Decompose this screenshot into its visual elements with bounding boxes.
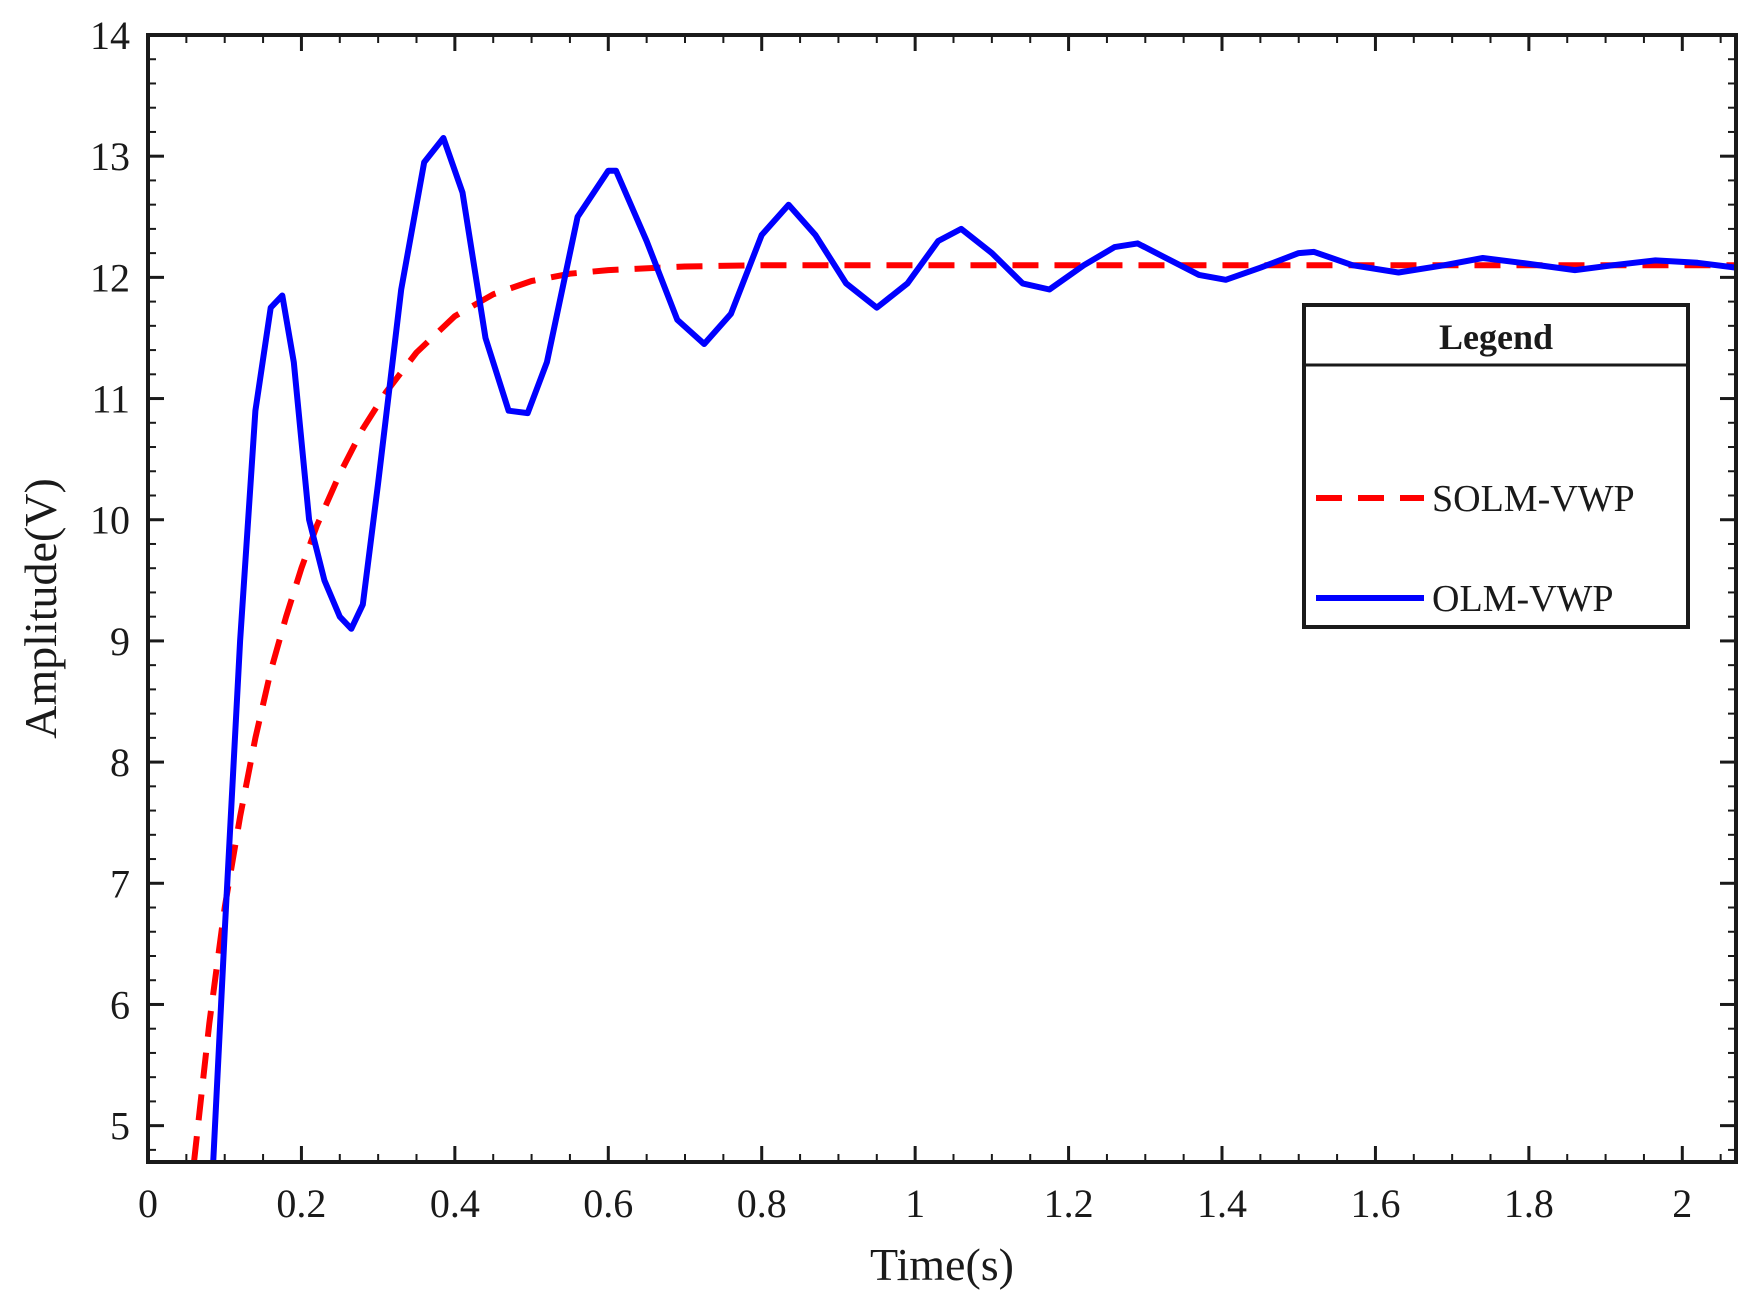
x-tick-label: 1.6: [1350, 1181, 1400, 1226]
series-layer: [191, 135, 1736, 1162]
y-axis-title: Amplitude(V): [15, 478, 66, 739]
ticks-layer: 0 0.2 0.4 0.6 0.8 1 1.2 1.4 1.6 1.8 2 5 6 7 8 9 10 11 12 13…: [90, 13, 1736, 1226]
y-tick-label: 7: [110, 861, 130, 906]
x-tick-label: 1.4: [1197, 1181, 1247, 1226]
x-tick-label: 2: [1672, 1181, 1692, 1226]
y-tick-label: 14: [90, 13, 130, 58]
x-tick-label: 0.4: [430, 1181, 480, 1226]
x-tick-label: 1: [905, 1181, 925, 1226]
y-tick-label: 8: [110, 740, 130, 785]
y-tick-label: 11: [91, 377, 130, 422]
x-tick-label: 0.6: [583, 1181, 633, 1226]
x-tick-label: 0.2: [276, 1181, 326, 1226]
series-line-solm-vwp: [191, 262, 1736, 1162]
axes-layer: [146, 33, 1738, 1164]
x-tick-label: 0.8: [737, 1181, 787, 1226]
y-tick-label: 12: [90, 255, 130, 300]
y-tick-label: 10: [90, 498, 130, 543]
series-line-olm-vwp: [210, 135, 1736, 1162]
axes-frame: [146, 33, 1738, 1164]
y-tick-label: 5: [110, 1104, 130, 1149]
legend: Legend SOLM-VWP OLM-VWP: [1302, 303, 1690, 629]
y-tick-label: 6: [110, 982, 130, 1027]
legend-title: Legend: [1439, 317, 1553, 357]
x-tick-label: 1.2: [1044, 1181, 1094, 1226]
legend-box: [1302, 303, 1690, 629]
x-tick-label: 1.8: [1504, 1181, 1554, 1226]
y-tick-label: 9: [110, 619, 130, 664]
legend-label-solm-vwp: SOLM-VWP: [1432, 478, 1635, 520]
x-tick-label: 0: [138, 1181, 158, 1226]
y-tick-label: 13: [90, 134, 130, 179]
x-axis-title: Time(s): [870, 1239, 1014, 1290]
legend-label-olm-vwp: OLM-VWP: [1432, 578, 1614, 620]
